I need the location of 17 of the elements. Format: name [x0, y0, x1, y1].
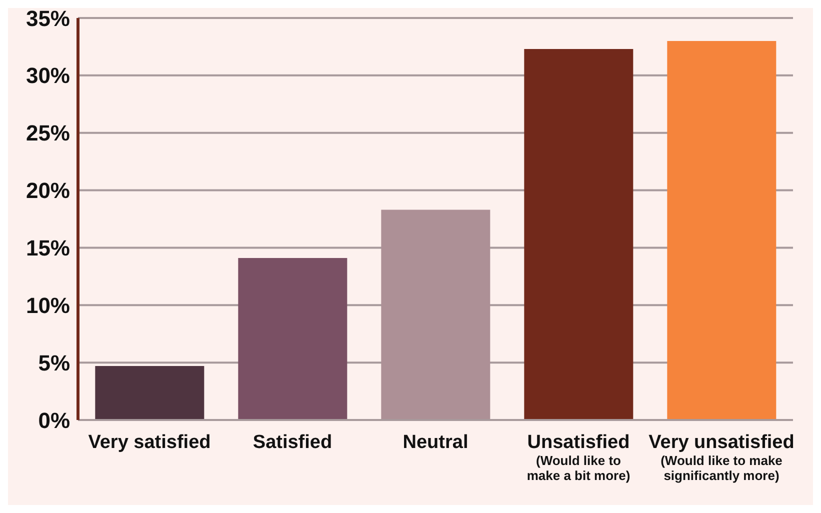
- bar: [667, 40, 776, 420]
- y-tick-label: 5%: [38, 350, 70, 376]
- x-tick-label: Neutral: [402, 432, 468, 453]
- x-tick-label: Very unsatisfied (Would like to make significantly more): [648, 432, 794, 483]
- y-tick-label: 10%: [26, 292, 70, 318]
- x-tick-label: Very satisfied: [88, 432, 211, 453]
- y-tick-label: 0%: [38, 408, 70, 433]
- x-tick-label: Satisfied: [252, 432, 332, 453]
- y-tick-label: 35%: [26, 6, 70, 31]
- y-tick-label: 15%: [26, 236, 70, 261]
- x-tick-label: Unsatisfied (Would like to make a bit more): [526, 432, 630, 483]
- y-tick-label: 25%: [26, 120, 70, 146]
- bar: [238, 258, 348, 420]
- bar: [95, 366, 204, 420]
- bar: [524, 49, 634, 420]
- y-tick-label: 20%: [26, 178, 70, 204]
- y-tick-label: 30%: [26, 63, 70, 88]
